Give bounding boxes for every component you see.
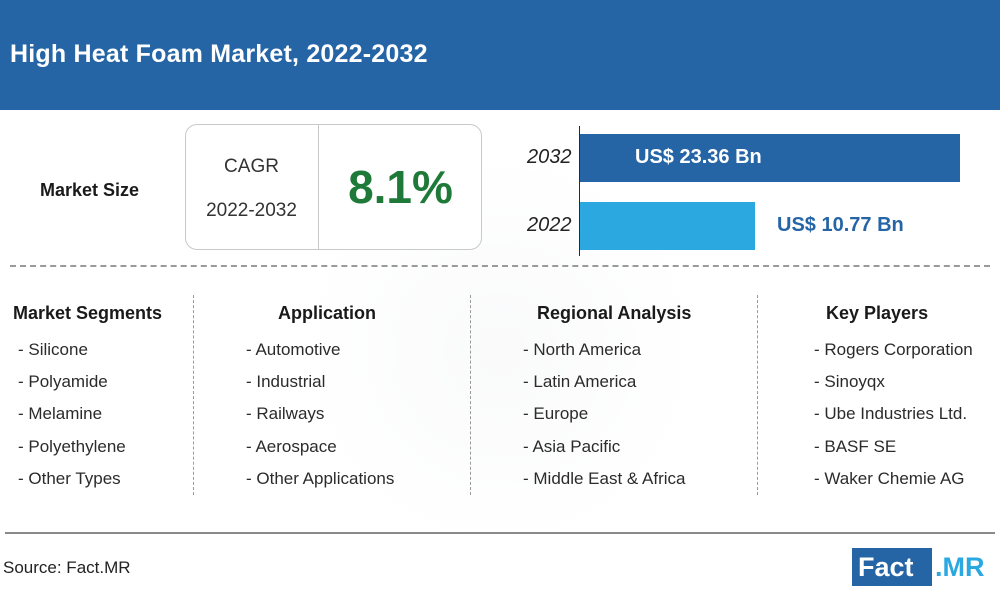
bar-2032 <box>580 134 960 182</box>
column-heading: Key Players <box>826 303 929 323</box>
column-divider <box>470 295 471 495</box>
list-item: - Polyamide <box>18 372 108 391</box>
list-item: - Railways <box>246 404 325 423</box>
footer-divider <box>5 532 995 534</box>
header-banner: High Heat Foam Market, 2022-2032 <box>0 0 1000 110</box>
cagr-label: CAGR <box>224 156 279 177</box>
list-item: - Industrial <box>246 372 326 391</box>
column-heading: Application <box>278 303 376 323</box>
list-item: - Melamine <box>18 404 103 423</box>
market-size-label: Market Size <box>40 180 140 200</box>
list-item: - Waker Chemie AG <box>814 469 965 488</box>
column-divider <box>757 295 758 495</box>
source-text: Source: Fact.MR <box>3 558 131 577</box>
list-item: - Silicone <box>18 340 88 359</box>
bar-category-label: 2022 <box>527 214 572 236</box>
column-heading: Regional Analysis <box>537 303 692 323</box>
column-divider <box>193 295 194 495</box>
list-item: - Automotive <box>246 340 341 359</box>
logo-mr-text: .MR <box>935 552 985 582</box>
list-item: - Other Types <box>18 469 121 488</box>
bar-value-label: US$ 10.77 Bn <box>777 214 904 236</box>
cagr-divider <box>318 124 319 250</box>
factmr-logo: Fact .MR <box>852 548 995 586</box>
bar-value-label: US$ 23.36 Bn <box>635 146 762 168</box>
cagr-period: 2022-2032 <box>206 200 297 221</box>
list-item: - Other Applications <box>246 469 395 488</box>
list-item: - Latin America <box>523 372 637 391</box>
bar-axis-line <box>579 126 580 256</box>
list-item: - BASF SE <box>814 437 897 456</box>
list-item: - Aerospace <box>246 437 337 456</box>
list-item: - Rogers Corporation <box>814 340 973 359</box>
list-item: - Sinoyqx <box>814 372 885 391</box>
list-item: - Ube Industries Ltd. <box>814 404 968 423</box>
page-title: High Heat Foam Market, 2022-2032 <box>10 40 428 68</box>
logo-box <box>852 548 932 586</box>
logo-fact-text: Fact <box>858 552 914 582</box>
cagr-value: 8.1% <box>348 161 453 213</box>
bar-2022 <box>580 202 755 250</box>
list-item: - Europe <box>523 404 589 423</box>
section-divider <box>10 265 990 267</box>
cagr-box <box>185 124 482 250</box>
column-heading: Market Segments <box>13 303 163 323</box>
bar-category-label: 2032 <box>527 146 572 168</box>
list-item: - North America <box>523 340 642 359</box>
list-item: - Middle East & Africa <box>523 469 686 488</box>
list-item: - Polyethylene <box>18 437 126 456</box>
list-item: - Asia Pacific <box>523 437 621 456</box>
